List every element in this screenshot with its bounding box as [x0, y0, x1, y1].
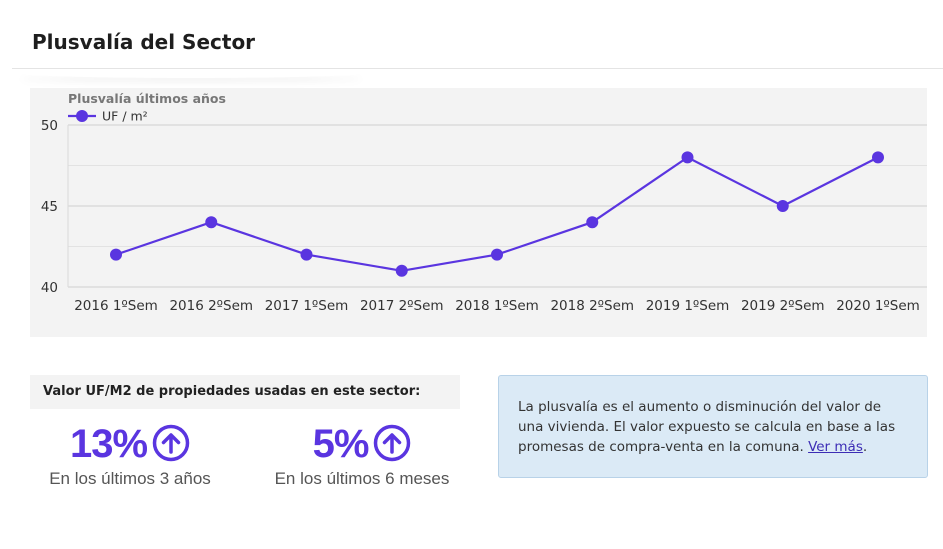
- info-text: La plusvalía es el aumento o disminución…: [518, 399, 896, 455]
- legend-label: UF / m²: [102, 109, 148, 124]
- data-point: [110, 248, 122, 261]
- stat-3-years: 13% En los últimos 3 años: [40, 422, 220, 489]
- data-point: [205, 216, 218, 229]
- data-point: [300, 248, 313, 261]
- line-chart-svg: 40 45 50 2016 1ºSem 2016 2ºSem 2017 1ºSem 2017…: [41, 91, 927, 314]
- plusvalia-chart: 40 45 50 2016 1ºSem 2016 2ºSem 2017 1ºSem 2017…: [30, 88, 927, 337]
- x-tick-label: 2016 2ºSem: [169, 298, 253, 314]
- data-point: [586, 216, 599, 229]
- chart-title: Plusvalía últimos años: [68, 91, 226, 106]
- ver-mas-link[interactable]: Ver más: [808, 439, 863, 455]
- x-tick-label: 2018 2ºSem: [550, 298, 634, 314]
- legend-marker: [76, 110, 88, 122]
- stat-value: 5%: [312, 422, 370, 466]
- y-tick-label: 50: [41, 118, 58, 134]
- x-tick-label: 2020 1ºSem: [836, 298, 920, 314]
- header-shadow: [16, 68, 366, 78]
- stat-caption: En los últimos 3 años: [49, 469, 211, 488]
- y-tick-label: 40: [41, 280, 58, 296]
- data-point: [776, 200, 789, 212]
- stat-value: 13%: [69, 422, 148, 466]
- info-box: La plusvalía es el aumento o disminución…: [498, 375, 928, 478]
- arrow-up-circle-icon: [373, 424, 411, 466]
- arrow-up-circle-icon: [152, 424, 190, 466]
- data-point: [395, 264, 408, 277]
- data-point: [491, 248, 503, 261]
- x-tick-label: 2017 2ºSem: [360, 298, 444, 314]
- section-header: Plusvalía del Sector: [12, 22, 943, 69]
- info-suffix: .: [862, 439, 868, 455]
- x-tick-label: 2018 1ºSem: [455, 298, 539, 314]
- data-point: [872, 151, 884, 164]
- y-tick-label: 45: [41, 199, 58, 215]
- x-tick-label: 2019 1ºSem: [646, 298, 730, 314]
- x-tick-label: 2017 1ºSem: [265, 298, 349, 314]
- stat-caption: En los últimos 6 meses: [274, 469, 450, 488]
- x-tick-label: 2019 2ºSem: [741, 298, 825, 314]
- x-tick-label: 2016 1ºSem: [74, 298, 158, 314]
- stats-heading: Valor UF/M2 de propiedades usadas en est…: [30, 375, 460, 409]
- section-title: Plusvalía del Sector: [32, 30, 256, 54]
- data-point: [681, 151, 694, 164]
- stat-6-months: 5% En los últimos 6 meses: [262, 422, 462, 489]
